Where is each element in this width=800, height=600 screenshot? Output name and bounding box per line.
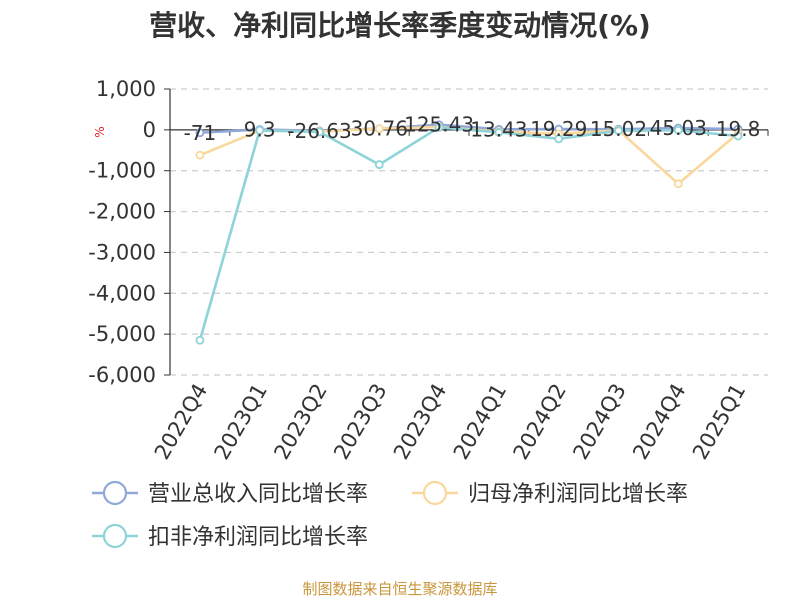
data-label: 30.76 xyxy=(351,117,408,141)
data-label: -71 xyxy=(184,121,217,145)
legend-item-3[interactable]: 扣非净利润同比增长率 xyxy=(92,523,368,550)
legend-label: 扣非净利润同比增长率 xyxy=(148,525,368,550)
data-label: 9.3 xyxy=(244,117,276,141)
data-label: -26.63 xyxy=(287,119,351,143)
data-point xyxy=(554,134,564,144)
y-tick-label: -4,000 xyxy=(88,281,156,305)
x-tick-label: 2024Q4 xyxy=(628,380,690,464)
data-point xyxy=(434,123,444,132)
y-tick-label: 0 xyxy=(143,118,156,142)
data-point xyxy=(494,127,504,137)
data-label: 19.8 xyxy=(716,117,761,141)
data-point xyxy=(255,125,265,135)
data-point xyxy=(673,125,683,135)
data-point xyxy=(315,127,324,137)
data-point xyxy=(614,126,623,136)
x-tick-label: 2023Q2 xyxy=(269,380,331,464)
legend-swatch-marker xyxy=(102,523,128,549)
x-tick-label: 2023Q1 xyxy=(210,380,272,464)
y-tick-label: -5,000 xyxy=(88,322,156,346)
data-point xyxy=(195,335,205,345)
data-point xyxy=(374,124,384,134)
series-line-3 xyxy=(198,126,739,341)
y-tick-label: -3,000 xyxy=(88,240,156,264)
x-tick-label: 2025Q1 xyxy=(688,380,750,464)
legend-swatch-marker xyxy=(422,480,448,506)
x-tick-label: 2023Q4 xyxy=(389,379,451,463)
series-layer xyxy=(195,120,743,345)
legend-label: 营业总收入同比增长率 xyxy=(148,482,368,507)
legend-item-2[interactable]: 归母净利润同比增长率 xyxy=(412,480,688,507)
x-tick-label: 2024Q1 xyxy=(449,380,511,464)
data-label: 125.43 xyxy=(404,113,474,137)
legend-item-1[interactable]: 营业总收入同比增长率 xyxy=(92,480,368,507)
data-label: 19.29 xyxy=(530,117,587,141)
x-tick-label: 2024Q2 xyxy=(509,380,571,464)
y-tick-label: 1,000 xyxy=(96,77,156,101)
data-point xyxy=(673,179,683,189)
data-label: 45.03 xyxy=(650,116,707,140)
x-tick-label: 2022Q4 xyxy=(150,380,212,464)
y-tick-label: -2,000 xyxy=(88,200,156,224)
y-tick-label: -6,000 xyxy=(88,363,156,387)
legend-swatch-marker xyxy=(102,480,128,506)
data-label: 13.43 xyxy=(470,117,527,141)
data-label: 15.02 xyxy=(590,117,647,141)
y-unit-label: % xyxy=(93,126,107,137)
data-point xyxy=(195,150,205,160)
x-tick-label: 2023Q3 xyxy=(329,380,391,464)
data-point xyxy=(195,128,205,138)
grid-layer xyxy=(170,88,768,376)
source-note: 制图数据来自恒生聚源数据库 xyxy=(302,580,498,598)
legend-label: 归母净利润同比增长率 xyxy=(468,482,688,507)
x-tick-label: 2024Q3 xyxy=(568,380,630,464)
chart-title: 营收、净利同比增长率季度变动情况(%) xyxy=(149,9,651,42)
y-tick-label: -1,000 xyxy=(88,159,156,183)
data-point xyxy=(374,160,384,169)
data-point xyxy=(733,131,743,141)
